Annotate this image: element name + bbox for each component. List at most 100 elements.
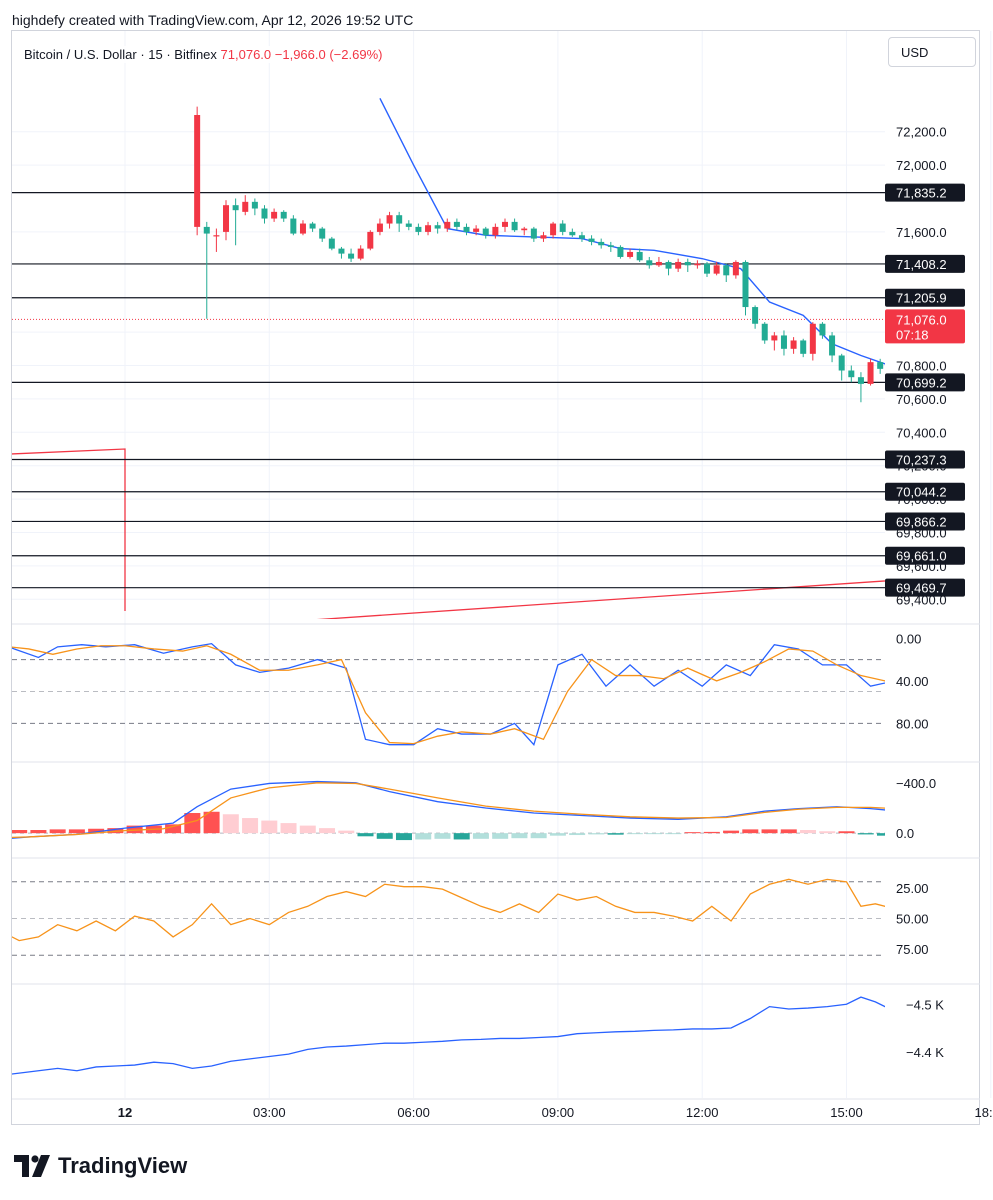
candle-body <box>434 225 441 229</box>
macd-axis-tick: 0.0 <box>896 826 914 841</box>
candle-body <box>617 246 624 257</box>
macd-axis-tick: −400.0 <box>896 776 936 791</box>
macd-histogram-bar <box>876 833 885 836</box>
tradingview-logo-icon <box>14 1155 50 1177</box>
macd-histogram-bar <box>665 833 682 835</box>
time-axis-tick: 12 <box>118 1105 132 1120</box>
candle-body <box>684 261 691 266</box>
macd-histogram-bar <box>357 833 374 837</box>
macd-histogram-bar <box>242 818 259 834</box>
level-label-bg <box>885 578 965 597</box>
candle-body <box>973 302 979 315</box>
rsi-line <box>12 878 885 942</box>
stochastic-line <box>12 642 885 746</box>
time-axis-tick: 03:00 <box>253 1105 286 1120</box>
macd-histogram-bar <box>299 825 316 834</box>
candle-body <box>482 228 489 236</box>
candle-body <box>376 223 383 232</box>
candle-body <box>348 253 355 259</box>
macd-pane <box>12 780 989 841</box>
level-label: 70,044.2 <box>896 485 947 500</box>
candle-body <box>675 261 682 269</box>
macd-histogram-bar <box>165 824 182 834</box>
level-label: 71,408.2 <box>896 257 947 272</box>
grid-lines <box>124 31 992 1098</box>
macd-histogram-bar <box>222 814 239 834</box>
candle-body <box>607 245 614 247</box>
macd-histogram-bar <box>973 833 989 839</box>
candle-body <box>444 221 451 229</box>
candle-body <box>800 340 807 354</box>
candle-body <box>559 223 566 232</box>
stochastic-pane <box>12 642 885 746</box>
candle-body <box>887 357 893 369</box>
macd-histogram-bar <box>549 833 566 836</box>
candle-body <box>540 235 547 239</box>
candle-body <box>665 261 672 269</box>
candle-body <box>771 335 778 341</box>
macd-histogram-bar <box>626 833 643 835</box>
candle-body <box>367 231 374 249</box>
candle-body <box>829 335 836 356</box>
rsi-axis-tick: 50.00 <box>896 912 929 927</box>
level-label-bg <box>885 183 965 202</box>
candle-body <box>780 335 787 349</box>
macd-histogram-bar <box>761 829 778 834</box>
macd-histogram-bar <box>68 829 85 834</box>
macd-histogram-bar <box>492 833 509 839</box>
price-axis-tick: 70,600.0 <box>896 392 947 407</box>
level-label-bg <box>885 450 965 469</box>
candle-body <box>280 211 287 219</box>
tradingview-logo[interactable]: TradingView <box>14 1150 187 1182</box>
level-label: 71,835.2 <box>896 186 947 201</box>
candle-body <box>232 205 239 211</box>
level-label-bg <box>885 373 965 392</box>
trend-line <box>12 448 126 611</box>
currency-button[interactable]: USD <box>888 37 976 67</box>
candle-body <box>521 228 528 231</box>
candle-body <box>694 263 701 266</box>
candle-body <box>530 228 537 239</box>
candle-body <box>251 201 258 209</box>
macd-histogram-bar <box>607 833 624 835</box>
stochastic-axis-tick: 80.00 <box>896 716 929 731</box>
candle-body <box>713 265 720 274</box>
rsi-axis-tick: 25.00 <box>896 881 929 896</box>
macd-histogram-bar <box>472 833 489 839</box>
candle-body <box>463 226 470 232</box>
candle-body <box>492 226 499 236</box>
time-axis-tick: 15:00 <box>830 1105 863 1120</box>
time-axis-tick: 18:00 <box>975 1105 993 1120</box>
stochastic-line <box>12 645 885 745</box>
macd-line <box>12 782 885 839</box>
countdown-label: 07:18 <box>896 327 929 342</box>
macd-histogram-bar <box>338 830 355 834</box>
candle-body <box>790 340 797 349</box>
candle-body <box>732 261 739 276</box>
candle-body <box>550 223 557 236</box>
candle-body <box>646 260 653 266</box>
macd-histogram-bar <box>703 831 720 834</box>
candle-body <box>511 221 518 231</box>
level-label: 70,237.3 <box>896 452 947 467</box>
candle-body <box>213 235 220 237</box>
candle-body <box>867 362 874 384</box>
candle-body <box>983 302 989 307</box>
macd-histogram-bar <box>819 831 836 834</box>
candle-body <box>704 263 711 274</box>
macd-histogram-bar <box>569 833 586 836</box>
candle-body <box>309 223 316 229</box>
macd-histogram-bar <box>838 831 855 834</box>
stochastic-axis-tick: 40.00 <box>896 674 929 689</box>
time-axis-tick: 09:00 <box>542 1105 575 1120</box>
candle-body <box>473 228 480 232</box>
macd-line <box>12 780 885 839</box>
level-label: 70,699.2 <box>896 375 947 390</box>
candle-body <box>848 370 855 378</box>
trend-line <box>316 580 885 619</box>
price-axis-tick: 70,800.0 <box>896 359 947 374</box>
symbol-legend[interactable]: Bitcoin / U.S. Dollar · 15 · Bitfinex 71… <box>22 46 385 63</box>
price-axis-tick: 71,600.0 <box>896 225 947 240</box>
price-axis-tick: 72,200.0 <box>896 125 947 140</box>
